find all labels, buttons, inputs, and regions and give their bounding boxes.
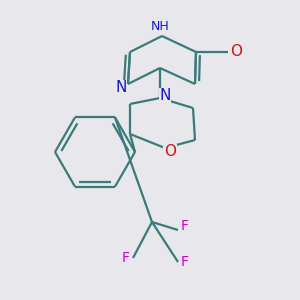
Text: O: O [230,44,242,59]
Text: N: N [115,80,127,95]
Text: N: N [159,88,171,104]
Text: F: F [122,251,130,265]
Text: F: F [181,219,189,233]
Text: NH: NH [151,20,169,34]
Text: O: O [164,145,176,160]
Text: F: F [181,255,189,269]
